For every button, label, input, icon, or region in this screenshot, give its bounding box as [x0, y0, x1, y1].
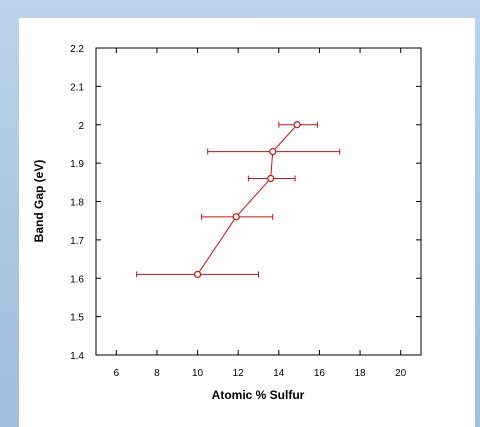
y-tick-label: 1.6 [70, 274, 84, 285]
y-tick-label: 2 [78, 121, 84, 132]
data-point [232, 213, 240, 221]
data-point [269, 148, 277, 156]
x-tick-label: 8 [154, 368, 160, 379]
data-series [136, 121, 341, 279]
data-point [193, 270, 202, 279]
x-tick-label: 20 [395, 368, 407, 379]
y-tick-label: 1.5 [70, 313, 84, 324]
slide-panel [19, 18, 475, 427]
y-tick-label: 1.7 [70, 236, 84, 247]
data-point [293, 121, 301, 129]
series-line [197, 124, 298, 275]
y-tick-label: 1.9 [70, 159, 84, 170]
x-tick-label: 10 [192, 368, 204, 379]
x-tick-label: 12 [233, 368, 245, 379]
y-tick-label: 2.1 [70, 82, 84, 93]
x-axis-title: Atomic % Sulfur [212, 388, 305, 402]
y-axis-title: Band Gap (eV) [32, 160, 46, 243]
y-tick-label: 1.8 [70, 198, 84, 209]
x-tick-label: 16 [314, 368, 326, 379]
tick-labels: 6 8 10 12 14 16 18 20 1.4 1.5 1.6 1.7 1.8 1.9 2 2.1 2.2 [70, 44, 407, 379]
y-tick-label: 2.2 [70, 44, 84, 55]
plot-area-frame [95, 47, 422, 356]
x-tick-label: 14 [273, 368, 285, 379]
y-tick-label: 1.4 [70, 351, 84, 362]
x-tick-label: 18 [355, 368, 367, 379]
data-point [267, 174, 275, 183]
axis-ticks [96, 47, 421, 356]
x-tick-label: 6 [114, 368, 120, 379]
